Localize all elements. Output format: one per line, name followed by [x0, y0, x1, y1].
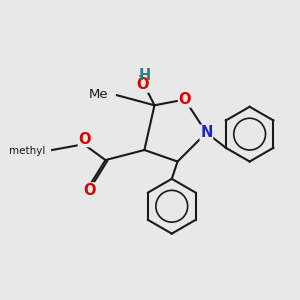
- Text: N: N: [200, 125, 213, 140]
- Text: O: O: [178, 92, 191, 107]
- Text: methyl: methyl: [9, 146, 46, 156]
- Text: H: H: [139, 68, 152, 82]
- Text: O: O: [136, 77, 149, 92]
- Text: O: O: [83, 183, 96, 198]
- Text: O: O: [78, 131, 91, 146]
- Text: Me: Me: [89, 88, 108, 101]
